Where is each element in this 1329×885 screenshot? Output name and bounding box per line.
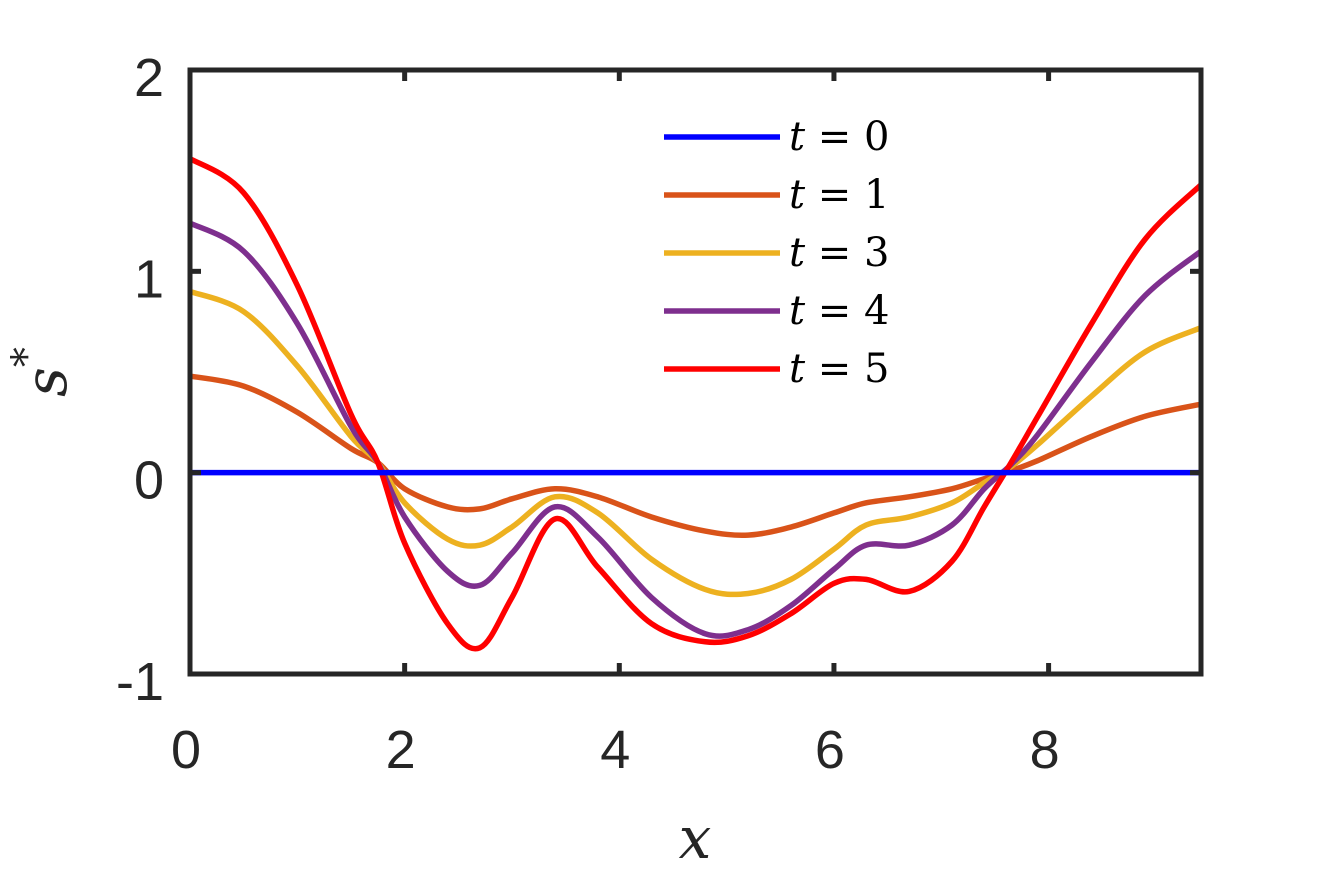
y-axis-label-main: s <box>12 367 80 397</box>
y-tick-label: 0 <box>134 451 164 511</box>
series-line-t4 <box>188 156 1203 652</box>
x-axis-label: x <box>679 804 712 872</box>
series-line-t3 <box>188 220 1203 639</box>
y-tick-label: 1 <box>134 249 164 309</box>
legend: t = 0 t = 1 t = 3 t = 4 t = 5 <box>664 114 889 392</box>
legend-label: t = 1 <box>789 172 889 218</box>
x-tick-label: 0 <box>171 720 201 780</box>
series-layer <box>188 156 1203 652</box>
svg-text:s*: s* <box>4 347 80 397</box>
legend-label: t = 5 <box>789 346 889 392</box>
x-tick-label: 6 <box>815 720 845 780</box>
legend-label: t = 0 <box>789 114 889 160</box>
x-tick-label: 8 <box>1030 720 1060 780</box>
y-tick-label: 2 <box>134 48 164 108</box>
plot-frame <box>187 67 1204 677</box>
y-tick-label: -1 <box>116 652 164 712</box>
y-axis-label: s* <box>4 347 80 397</box>
x-tick-label: 4 <box>600 720 630 780</box>
y-axis-label-superscript: * <box>4 347 50 367</box>
legend-label: t = 4 <box>789 288 889 334</box>
x-tick-label: 2 <box>386 720 416 780</box>
legend-label: t = 3 <box>789 230 889 276</box>
